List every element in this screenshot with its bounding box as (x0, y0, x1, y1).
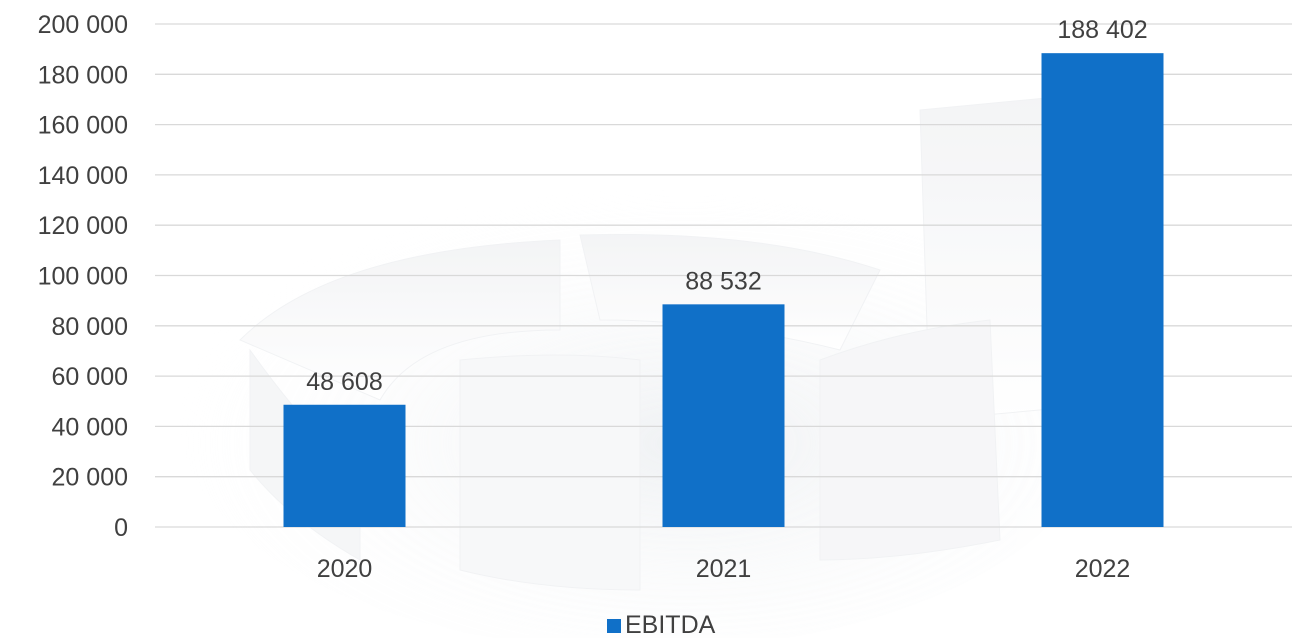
data-label-2022: 188 402 (1057, 16, 1147, 44)
bar-2020 (283, 404, 406, 527)
y-tick-label: 40 000 (52, 413, 128, 441)
x-tick-label-2022: 2022 (1075, 555, 1131, 583)
data-label-2020: 48 608 (306, 368, 382, 396)
data-labels: 48 608 88 532 188 402 (306, 16, 1147, 396)
y-axis-ticks: 0 20 000 40 000 60 000 80 000 100 000 120 000 1… (38, 11, 128, 542)
y-tick-label: 100 000 (38, 263, 128, 291)
background-pie-graphic (180, 89, 1151, 643)
y-tick-label: 180 000 (38, 61, 128, 89)
y-tick-label: 120 000 (38, 212, 128, 240)
y-tick-label: 200 000 (38, 11, 128, 39)
legend-label-ebitda: EBITDA (625, 611, 716, 638)
legend-swatch-ebitda (607, 619, 621, 633)
y-tick-label: 20 000 (52, 464, 128, 492)
x-tick-label-2021: 2021 (696, 555, 752, 583)
bar-2022 (1041, 53, 1164, 527)
x-axis-ticks: 2020 2021 2022 (317, 555, 1131, 583)
y-tick-label: 0 (114, 514, 128, 542)
y-tick-label: 160 000 (38, 112, 128, 140)
y-tick-label: 80 000 (52, 313, 128, 341)
legend: EBITDA (607, 611, 716, 639)
bars (283, 53, 1164, 527)
bar-2021 (662, 304, 785, 527)
data-label-2021: 88 532 (685, 267, 761, 295)
x-tick-label-2020: 2020 (317, 555, 373, 583)
y-tick-label: 140 000 (38, 162, 128, 190)
y-tick-label: 60 000 (52, 363, 128, 391)
